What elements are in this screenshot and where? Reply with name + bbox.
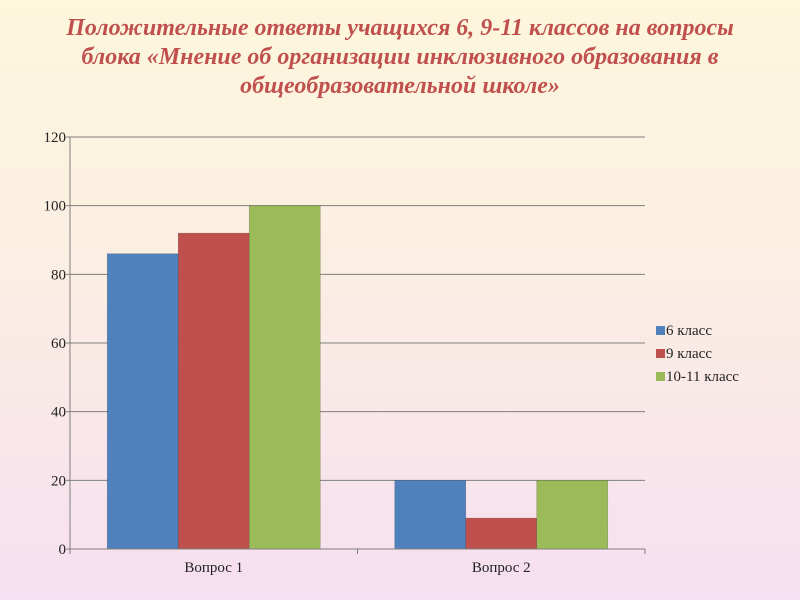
bar-9-класс-1 xyxy=(177,232,250,550)
y-tick-label: 40 xyxy=(51,405,66,421)
legend-label: 6 класс xyxy=(666,323,712,339)
legend-swatch xyxy=(656,372,665,381)
legend-swatch xyxy=(656,349,665,358)
legend-swatch xyxy=(656,326,665,335)
x-tick-label: Вопрос 2 xyxy=(472,560,531,576)
slide-title-line-3: общеобразовательной школе» xyxy=(240,73,560,99)
bar-6-класс-2 xyxy=(394,480,467,550)
legend: 6 класс 9 класс 10-11 класс xyxy=(656,323,739,385)
y-tick-label: 120 xyxy=(44,130,67,146)
bar-10-11-класс-1 xyxy=(248,205,321,550)
bar-9-класс-2 xyxy=(465,517,538,550)
y-tick-label: 0 xyxy=(59,542,67,558)
bar-6-класс-1 xyxy=(106,253,179,550)
bar-10-11-класс-2 xyxy=(536,480,609,550)
slide-title-line-2: блока «Мнение об организации инклюзивног… xyxy=(81,44,719,70)
y-tick-label: 80 xyxy=(51,267,66,283)
legend-label: 10-11 класс xyxy=(666,369,739,385)
x-tick-label: Вопрос 1 xyxy=(184,560,243,576)
slide-title: Положительные ответы учащихся 6, 9-11 кл… xyxy=(0,14,800,101)
legend-label: 9 класс xyxy=(666,346,712,362)
plot-area: 0 20 40 60 80 100 120 Вопрос 1 Вопрос 2 xyxy=(44,130,646,576)
y-tick-label: 60 xyxy=(51,336,66,352)
y-tick-label: 20 xyxy=(51,473,66,489)
y-tick-label: 100 xyxy=(44,199,67,215)
slide-title-line-1: Положительные ответы учащихся 6, 9-11 кл… xyxy=(66,15,734,41)
